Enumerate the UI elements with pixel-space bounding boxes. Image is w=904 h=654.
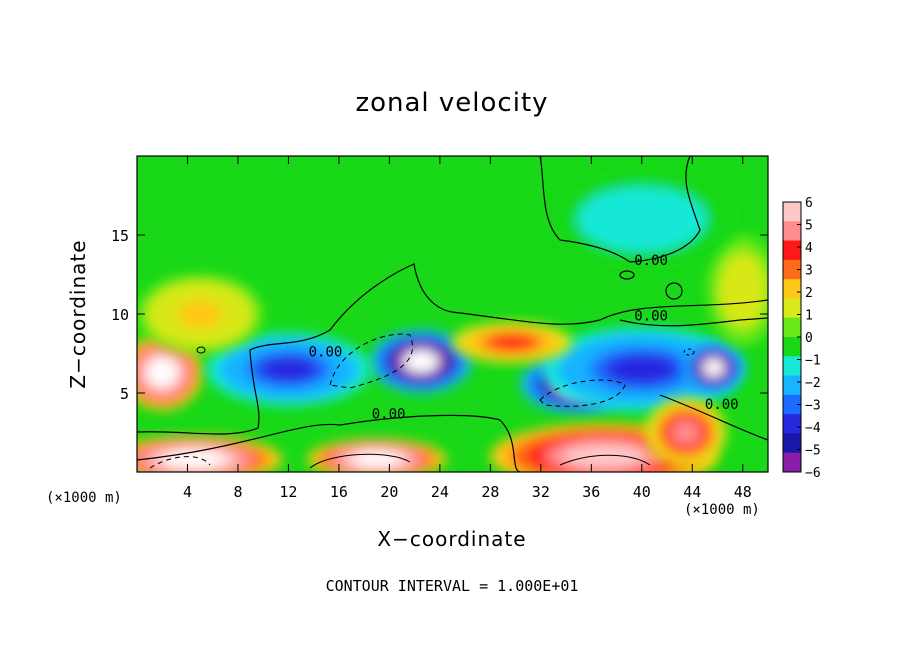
contour-line (619, 317, 768, 327)
velocity-region (451, 321, 573, 363)
colorbar-swatch (783, 317, 801, 338)
velocity-region (137, 334, 203, 411)
velocity-region (137, 435, 283, 472)
colorbar-swatch (783, 433, 801, 454)
colorbar-label: −1 (805, 354, 821, 369)
colorbar-swatch (783, 414, 801, 434)
x-tick-label: 12 (279, 483, 297, 501)
colorbar-label: 6 (805, 196, 813, 211)
x-unit-label-right: (×1000 m) (684, 502, 760, 518)
colorbar-label: 2 (805, 286, 813, 301)
x-tick-label: 32 (532, 483, 550, 501)
contour-line (539, 379, 626, 407)
contour-label: 0.00 (705, 397, 739, 413)
colorbar-label: −6 (805, 466, 821, 481)
colorbar-label: 4 (805, 241, 813, 256)
colorbar-swatch (783, 394, 801, 415)
contour-label: 0.00 (372, 406, 406, 422)
contour-interval-note: CONTOUR INTERVAL = 1.000E+01 (325, 577, 579, 595)
velocity-band (161, 450, 226, 468)
velocity-region (137, 274, 264, 354)
velocity-band (730, 270, 756, 311)
colorbar-label: −3 (805, 399, 821, 414)
contour-line (196, 346, 206, 354)
colorbar-swatch (783, 298, 801, 319)
x-axis-label: X−coordinate (377, 527, 527, 551)
velocity-region (370, 329, 472, 393)
colorbar-swatch (783, 240, 801, 261)
velocity-band (490, 335, 534, 350)
colorbar-swatch (783, 337, 801, 357)
x-tick-label: 40 (633, 483, 651, 501)
zero-contours (137, 156, 768, 472)
colorbar-label: 5 (805, 219, 813, 234)
contour-line (137, 414, 521, 472)
velocity-band (607, 202, 676, 237)
velocity-region (206, 332, 371, 406)
colorbar-label: 3 (805, 264, 813, 279)
contour-line (137, 263, 768, 435)
velocity-band (177, 299, 223, 329)
x-unit-label-left: (×1000 m) (46, 490, 122, 506)
colorbar-swatch (783, 279, 801, 299)
y-axis-label: Z−coordinate (66, 239, 90, 389)
x-tick-label: 44 (683, 483, 701, 501)
contour-line (329, 333, 413, 389)
y-tick-label: 5 (120, 385, 129, 403)
contour-line (665, 282, 683, 300)
velocity-band (147, 358, 177, 387)
velocity-band (563, 444, 645, 469)
colorbar: 6 5 4 3 2 1 0 −1 −2 −3 −4 −5 −6 (782, 196, 821, 481)
contour-line (619, 270, 635, 280)
x-tick-label: 20 (380, 483, 398, 501)
y-tick-label: 15 (111, 227, 129, 245)
velocity-band (402, 350, 440, 373)
colorbar-swatch (783, 356, 801, 377)
contour-line (559, 454, 651, 466)
contour-line (659, 394, 768, 441)
colorbar-label: 1 (805, 309, 813, 324)
x-tick-label: 16 (330, 483, 348, 501)
contour-line (309, 453, 411, 469)
velocity-band (671, 419, 701, 446)
colorbar-label: −2 (805, 376, 821, 391)
colorbar-swatch (783, 221, 801, 242)
plot-area: 0.000.000.000.000.00 4 8 12 16 20 24 28 32 36 40 4… (111, 155, 769, 501)
velocity-region (683, 342, 745, 393)
colorbar-label: −4 (805, 421, 821, 436)
velocity-region (645, 397, 727, 468)
velocity-region (707, 235, 768, 346)
velocity-region (307, 438, 447, 472)
y-tick-label: 10 (111, 306, 129, 324)
colorbar-swatch (783, 452, 801, 473)
velocity-band (605, 353, 679, 385)
contour-label: 0.00 (634, 308, 668, 324)
chart-title: zonal velocity (355, 88, 549, 118)
colorbar-swatch (783, 375, 801, 396)
colorbar-label: 0 (805, 331, 813, 346)
colorbar-swatch (783, 259, 801, 280)
velocity-band (258, 356, 318, 383)
contour-line (683, 348, 695, 356)
x-tick-label: 48 (734, 483, 752, 501)
x-tick-label: 8 (233, 483, 242, 501)
colorbar-swatch (783, 202, 801, 222)
x-tick-label: 4 (183, 483, 192, 501)
velocity-band (702, 358, 725, 377)
x-tick-label: 24 (431, 483, 449, 501)
contour-label: 0.00 (634, 253, 668, 269)
contour-label: 0.00 (309, 345, 343, 361)
contour-line (539, 156, 701, 263)
colorbar-label: −5 (805, 444, 821, 459)
x-tick-label: 28 (481, 483, 499, 501)
x-tick-label: 36 (582, 483, 600, 501)
